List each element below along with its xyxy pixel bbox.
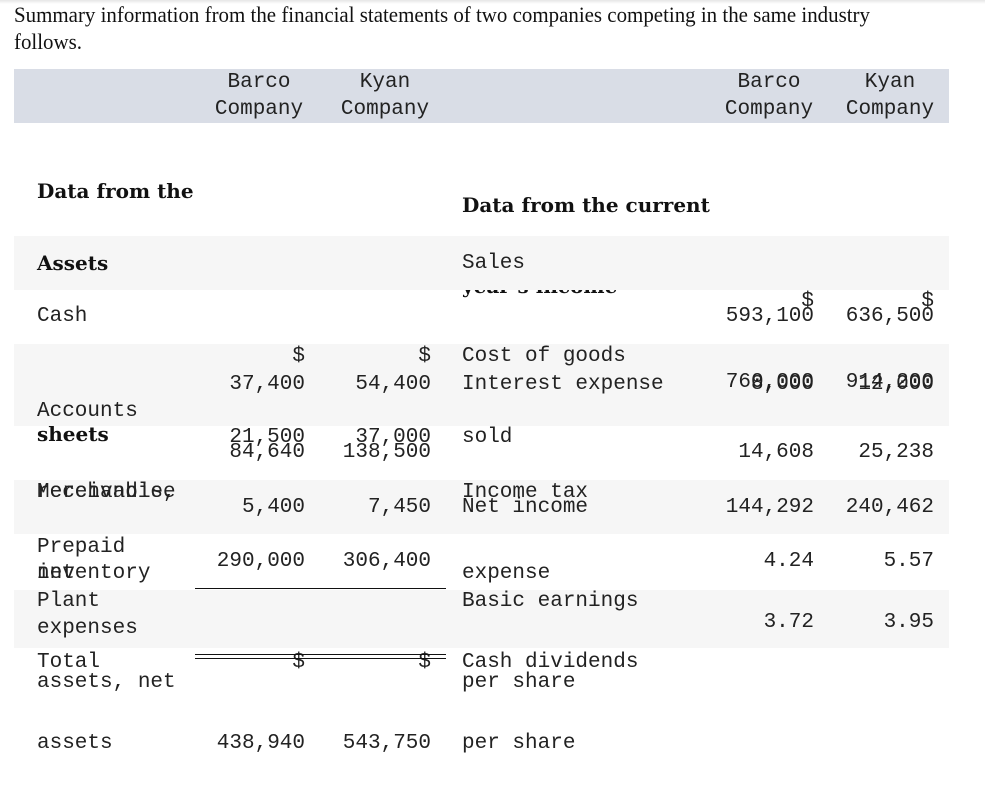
top-border (0, 0, 985, 4)
label-line: Plant (37, 590, 101, 613)
col-header-barco-right: Barco Company (714, 69, 824, 123)
col-header-line: Kyan (864, 71, 916, 94)
accounts-receivable-barco: 37,400 (229, 373, 305, 396)
row-label-prepaid-expenses: Prepaid expenses (37, 480, 138, 696)
value: 37,000 (355, 426, 431, 449)
label-line: per share (462, 732, 576, 755)
row-bg (14, 236, 949, 290)
label-line: assets (37, 732, 113, 755)
col-header-line: Barco (737, 71, 801, 94)
income-tax-barco: 14,608 (738, 441, 814, 464)
currency-sign: $ (921, 290, 934, 313)
cogs-barco: 593,100 (725, 305, 814, 328)
row-label-cash-dividends: Cash dividends per share (462, 595, 638, 811)
total-double-rule (195, 654, 446, 659)
label-line: Basic earnings (462, 590, 639, 613)
assets-section-label: Assets (37, 251, 109, 275)
value: 543,750 (342, 732, 431, 755)
currency-sign: $ (418, 345, 431, 368)
table-header: Barco Company Kyan Company Barco Company… (14, 69, 949, 123)
currency-sign: $ (292, 345, 305, 368)
sales-barco: $ 760,000 (700, 234, 814, 450)
total-assets-barco: $ 438,940 (195, 595, 305, 811)
row-label-net-income: Net income (462, 496, 589, 519)
col-header-line: Company (340, 98, 430, 121)
net-income-kyan: 240,462 (845, 496, 934, 519)
merchandise-inventory-barco: 84,640 (229, 441, 305, 464)
label-line: Total (37, 651, 101, 674)
subtotal-rule (195, 588, 446, 589)
basic-eps-kyan: 5.57 (883, 550, 934, 573)
income-tax-kyan: 25,238 (858, 441, 934, 464)
label-line: inventory (37, 562, 151, 585)
prepaid-expenses-kyan: 7,450 (367, 496, 431, 519)
label-line: Merchandise (37, 481, 176, 504)
label-line: expense (462, 562, 551, 585)
row-label-interest-expense: Interest expense (462, 373, 664, 396)
row-label-total-assets: Total assets (37, 595, 113, 811)
intro-text: Summary information from the financial s… (14, 2, 870, 54)
label-line: expenses (37, 617, 138, 640)
row-bg (14, 590, 949, 648)
plant-assets-kyan: 306,400 (342, 550, 431, 573)
label-line: Cash dividends (462, 651, 639, 674)
basic-eps-barco: 4.24 (763, 550, 814, 573)
label-line: net (37, 562, 75, 585)
col-header-line: Barco (227, 71, 291, 94)
label-line: Income tax (462, 481, 589, 504)
row-bg (14, 344, 949, 426)
title-line: Data from the current (462, 193, 710, 217)
col-header-barco-left: Barco Company (204, 69, 314, 123)
interest-expense-barco: 8,000 (750, 373, 814, 396)
label-line: Accounts (37, 400, 138, 423)
label-line: receivable, (37, 481, 176, 504)
cash-dividends-barco: 3.72 (763, 611, 814, 634)
title-line: sheets (37, 422, 109, 446)
row-label-income-tax-expense: Income tax expense (462, 425, 588, 641)
cash-barco: $ 21,500 (195, 289, 305, 505)
sales-kyan: $ 914,200 (820, 234, 934, 450)
col-header-kyan-right: Kyan Company (835, 69, 945, 123)
row-label-cash: Cash (37, 305, 88, 328)
value: 21,500 (229, 426, 305, 449)
row-label-cost-of-goods-sold: Cost of goods sold (462, 289, 626, 505)
col-header-line: Company (214, 98, 304, 121)
row-label-sales: Sales (462, 252, 526, 275)
merchandise-inventory-kyan: 138,500 (342, 441, 431, 464)
col-header-line: Company (845, 98, 935, 121)
row-bg (14, 480, 949, 534)
currency-sign: $ (801, 290, 814, 313)
col-header-line: Kyan (359, 71, 411, 94)
cogs-kyan: 636,500 (845, 305, 934, 328)
col-header-line: Company (724, 98, 814, 121)
title-line: Data from the (37, 179, 194, 203)
cash-dividends-kyan: 3.95 (883, 611, 934, 634)
accounts-receivable-kyan: 54,400 (355, 373, 431, 396)
row-label-merchandise-inventory: Merchandise inventory (37, 425, 176, 641)
cash-kyan: $ 37,000 (320, 289, 431, 505)
value: 914,200 (845, 371, 934, 394)
net-income-barco: 144,292 (725, 496, 814, 519)
row-label-accounts-receivable: Accounts receivable, net (37, 344, 176, 641)
prepaid-expenses-barco: 5,400 (241, 496, 305, 519)
label-line: sold (462, 426, 513, 449)
label-line: Prepaid (37, 536, 126, 559)
col-header-kyan-left: Kyan Company (330, 69, 440, 123)
plant-assets-barco: 290,000 (216, 550, 305, 573)
value: 760,000 (725, 371, 814, 394)
value: 438,940 (216, 732, 305, 755)
total-assets-kyan: $ 543,750 (320, 595, 431, 811)
label-line: Cost of goods (462, 345, 626, 368)
interest-expense-kyan: 12,000 (858, 373, 934, 396)
